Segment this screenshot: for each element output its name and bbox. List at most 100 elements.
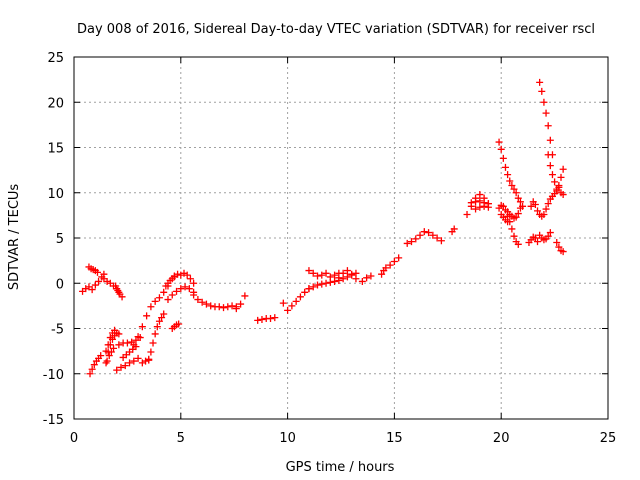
data-point	[331, 271, 339, 279]
data-point	[153, 323, 161, 331]
data-point	[117, 363, 125, 371]
data-point	[155, 294, 163, 302]
data-point	[343, 267, 351, 275]
data-point	[516, 198, 524, 206]
data-point	[309, 269, 317, 277]
data-point	[499, 154, 507, 162]
y-tick-label: 10	[47, 187, 64, 202]
data-point	[309, 283, 317, 291]
data-point	[476, 203, 484, 211]
data-point	[544, 200, 552, 208]
data-point	[224, 303, 232, 311]
x-tick-label: 10	[279, 431, 296, 446]
data-point	[118, 293, 126, 301]
data-point	[90, 361, 98, 369]
data-point	[555, 243, 563, 251]
data-point	[149, 339, 157, 347]
data-point	[103, 357, 111, 365]
data-point	[267, 315, 275, 323]
data-point	[472, 198, 480, 206]
data-point	[106, 334, 114, 342]
x-tick-label: 20	[493, 431, 510, 446]
data-point	[476, 191, 484, 199]
data-point	[115, 341, 123, 349]
data-point	[476, 197, 484, 205]
data-point	[279, 299, 287, 307]
data-point	[134, 354, 142, 362]
data-point	[536, 78, 544, 86]
data-point	[241, 292, 249, 300]
data-point	[531, 201, 539, 209]
data-point	[514, 194, 522, 202]
data-point	[480, 202, 488, 210]
y-tick-label: -10	[43, 368, 64, 383]
x-tick-label: 0	[70, 431, 78, 446]
data-point	[164, 296, 172, 304]
data-point	[220, 304, 228, 312]
data-point	[158, 314, 166, 322]
data-point	[467, 199, 475, 207]
data-point	[403, 239, 411, 247]
data-point	[105, 352, 113, 360]
data-point	[185, 285, 193, 293]
data-point	[130, 357, 138, 365]
y-tick-label: 5	[56, 232, 64, 247]
data-points	[79, 78, 567, 378]
data-point	[514, 210, 522, 218]
data-point	[553, 239, 561, 247]
data-point	[147, 348, 155, 356]
data-point	[559, 191, 567, 199]
x-tick-label: 25	[600, 431, 617, 446]
data-point	[322, 269, 330, 277]
data-point	[91, 281, 99, 289]
data-point	[107, 348, 115, 356]
data-point	[258, 315, 266, 323]
data-point	[232, 305, 240, 313]
data-point	[358, 277, 366, 285]
data-point	[540, 210, 548, 218]
data-point	[271, 314, 279, 322]
data-point	[102, 347, 110, 355]
data-point	[86, 370, 94, 378]
data-point	[114, 286, 122, 294]
data-point	[542, 205, 550, 213]
data-point	[557, 173, 565, 181]
data-point	[237, 300, 245, 308]
data-point	[510, 232, 518, 240]
data-point	[546, 229, 554, 237]
data-point	[559, 165, 567, 173]
data-point	[484, 203, 492, 211]
data-point	[160, 288, 168, 296]
data-point	[504, 171, 512, 179]
data-point	[472, 205, 480, 213]
data-point	[343, 273, 351, 281]
data-point	[544, 151, 552, 159]
data-point	[514, 240, 522, 248]
y-tick-labels: -15 -10 -5 0 5 10 15 20 25	[43, 51, 64, 428]
data-point	[348, 270, 356, 278]
data-point	[395, 254, 403, 262]
data-point	[284, 306, 292, 314]
data-point	[382, 264, 390, 272]
data-point	[132, 336, 140, 344]
data-point	[363, 274, 371, 282]
data-point	[198, 298, 206, 306]
data-point	[544, 122, 552, 130]
data-point	[495, 138, 503, 146]
data-point	[326, 278, 334, 286]
data-point	[113, 366, 121, 374]
data-point	[207, 302, 215, 310]
data-point	[288, 302, 296, 310]
data-point	[501, 163, 509, 171]
data-point	[173, 287, 181, 295]
data-point	[553, 187, 561, 195]
data-point	[499, 202, 507, 210]
chart-title: Day 008 of 2016, Sidereal Day-to-day VTE…	[77, 22, 595, 37]
data-point	[134, 333, 142, 341]
data-point	[538, 87, 546, 95]
data-point	[254, 316, 262, 324]
data-point	[510, 185, 518, 193]
data-point	[318, 271, 326, 279]
data-point	[186, 275, 194, 283]
data-point	[548, 171, 556, 179]
